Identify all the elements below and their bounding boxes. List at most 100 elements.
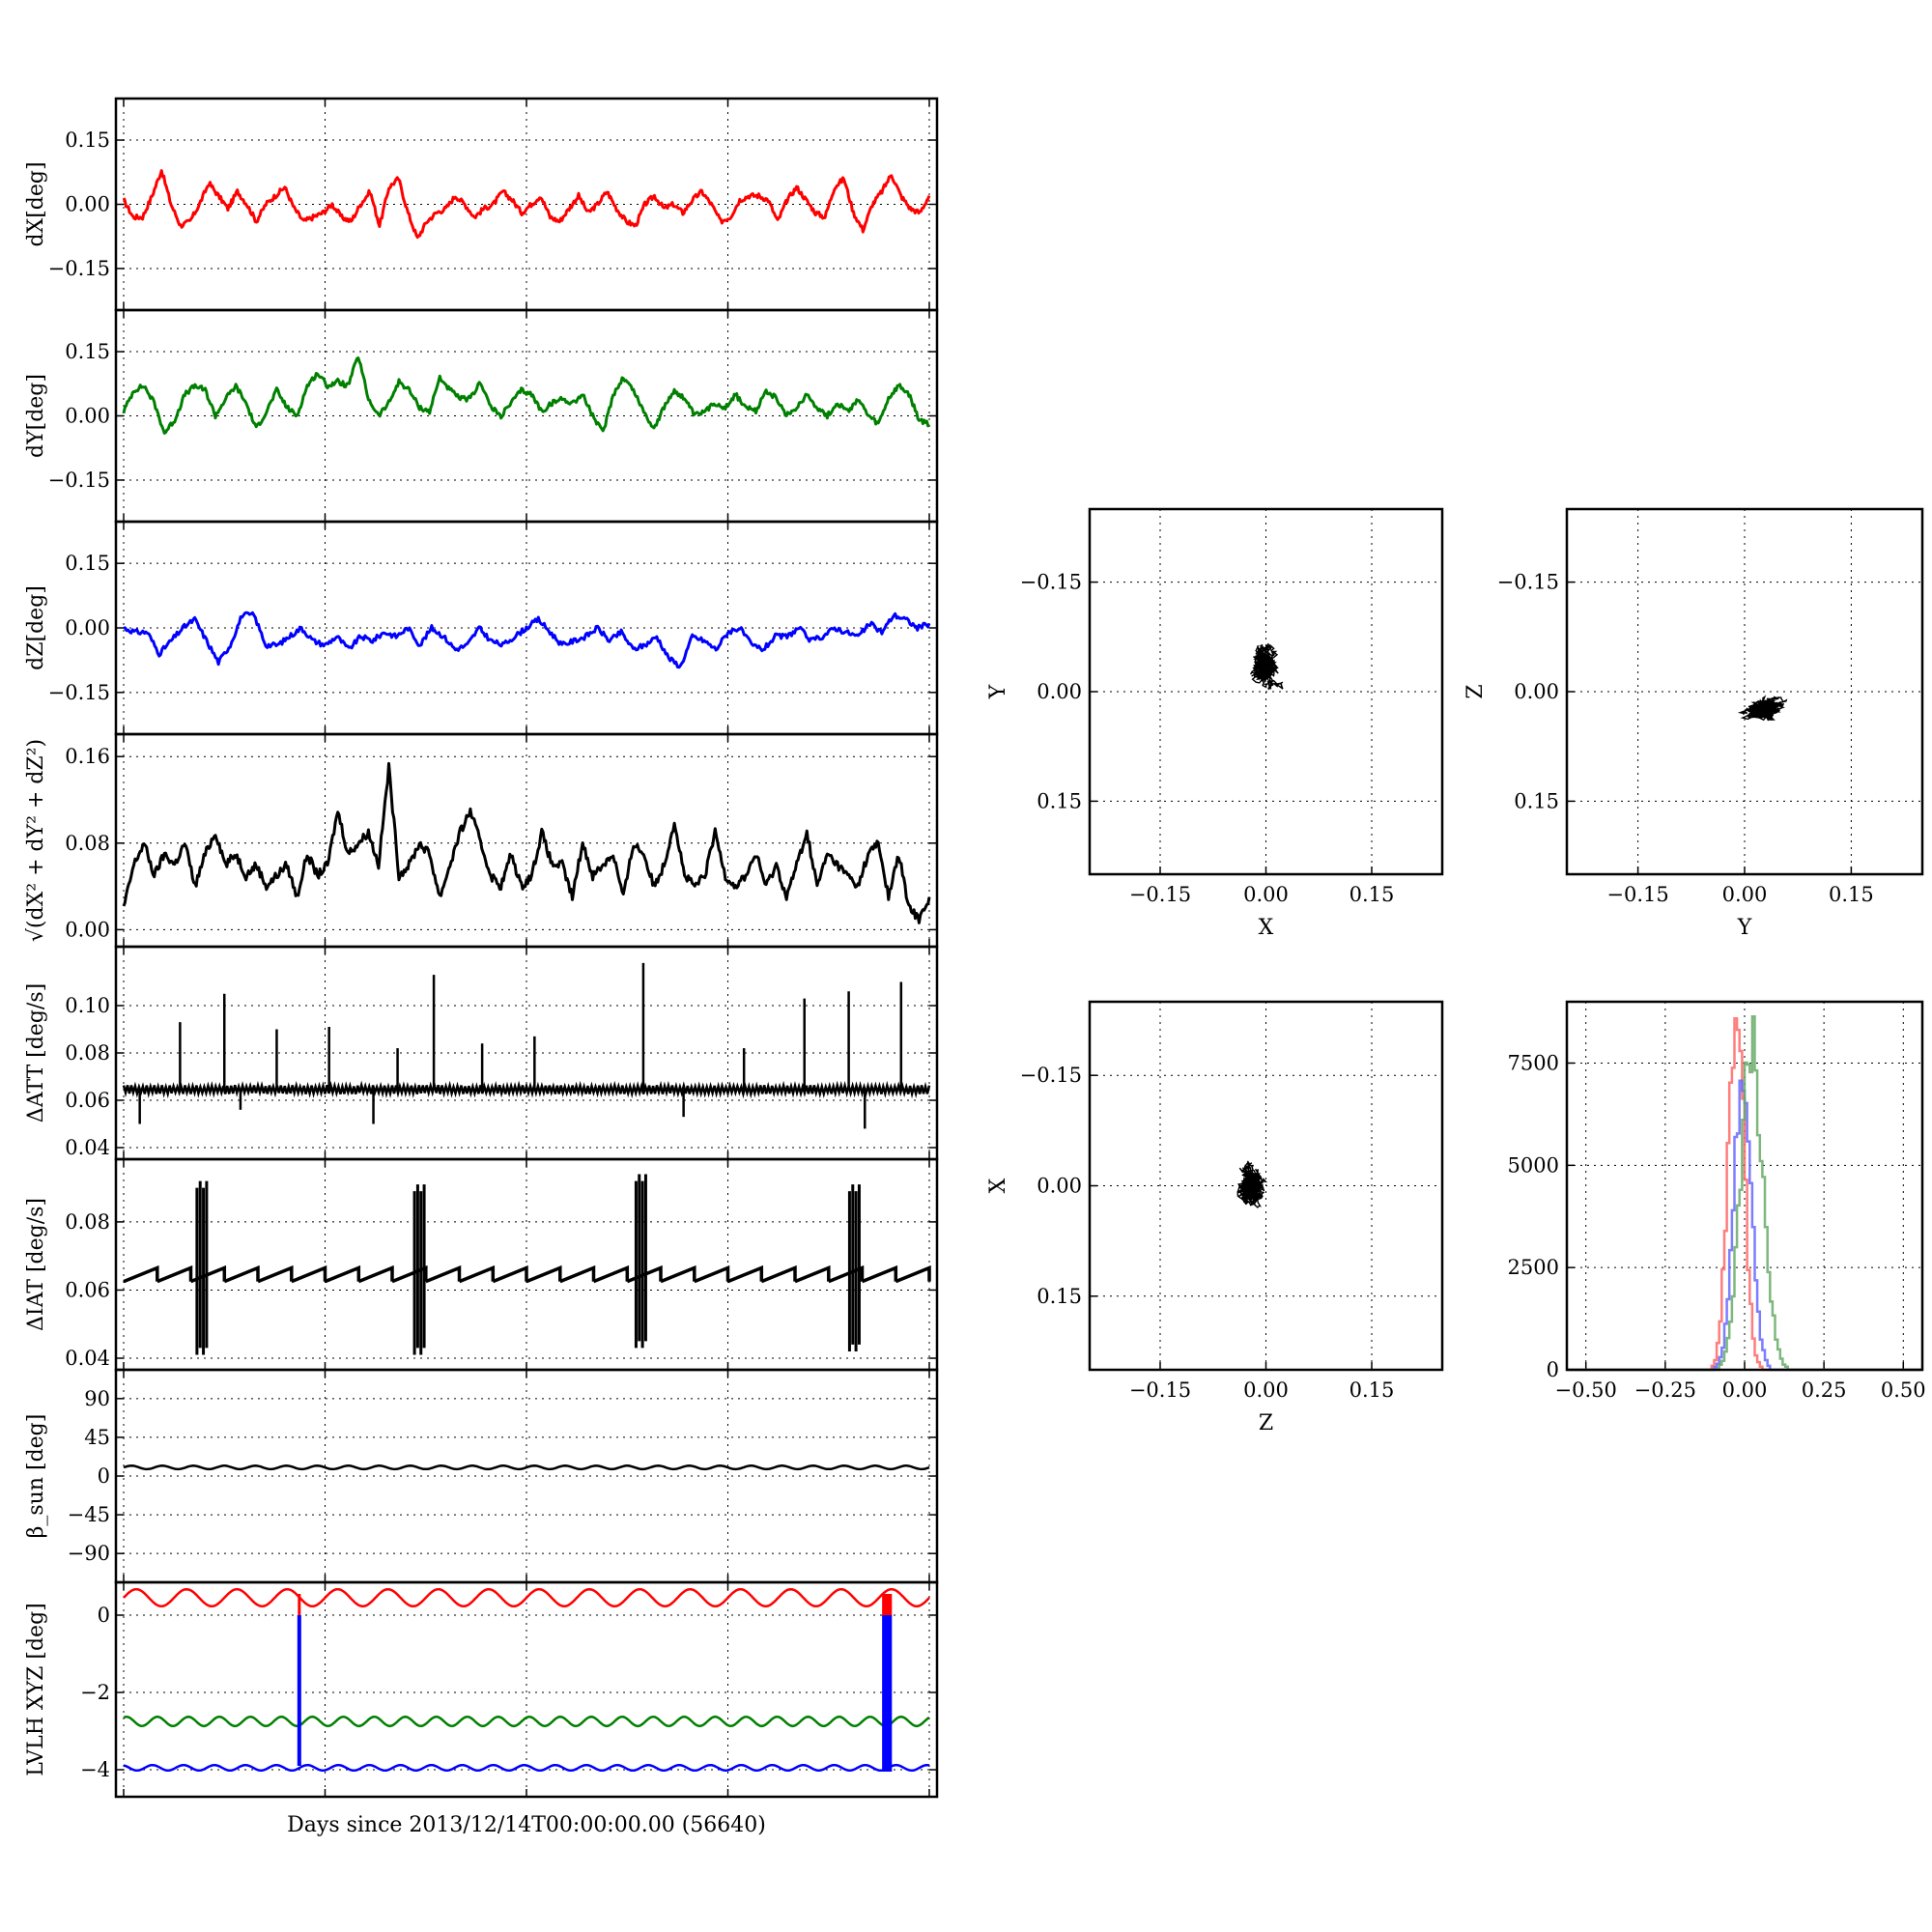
series-line bbox=[122, 356, 931, 435]
y-tick-label: 0 bbox=[1547, 1358, 1559, 1381]
y-tick-label: 0.08 bbox=[65, 1041, 110, 1065]
histogram-series bbox=[1567, 1014, 1922, 1372]
y-tick-label: −0.15 bbox=[1020, 1064, 1082, 1087]
x-tick-label: 0.15 bbox=[1350, 1378, 1395, 1402]
y-tick-label: 0.15 bbox=[1037, 1285, 1082, 1308]
x-axis-label: Y bbox=[1737, 916, 1752, 940]
y-tick-label: 0.00 bbox=[1037, 680, 1082, 703]
y-tick-label: 0.06 bbox=[65, 1089, 110, 1112]
series-line bbox=[123, 1464, 930, 1471]
x-tick-label: 0.15 bbox=[1350, 883, 1395, 906]
y-axis-label: dZ[deg] bbox=[24, 585, 48, 670]
y-tick-label: 0 bbox=[98, 1464, 110, 1488]
panel-frame bbox=[114, 732, 939, 949]
y-tick-label: 0.00 bbox=[1514, 680, 1559, 703]
panel-frame bbox=[1088, 507, 1444, 876]
y-tick-label: 0.08 bbox=[65, 832, 110, 855]
x-tick-label: −0.15 bbox=[1606, 883, 1668, 906]
y-tick-label: −4 bbox=[80, 1758, 110, 1781]
time-series-panel: 0.10 0.08 0.06 0.04 ΔATT [deg/s] bbox=[24, 945, 939, 1161]
panel-frame bbox=[1565, 507, 1924, 876]
x-tick-label: −0.15 bbox=[1129, 883, 1191, 906]
panel-frame bbox=[1565, 1000, 1924, 1372]
y-tick-label: 90 bbox=[84, 1387, 110, 1410]
x-tick-label: 0.00 bbox=[1243, 1378, 1289, 1402]
y-tick-label: 2500 bbox=[1508, 1256, 1559, 1279]
y-tick-label: 45 bbox=[84, 1426, 110, 1449]
y-tick-label: −45 bbox=[68, 1503, 110, 1526]
y-tick-label: −0.15 bbox=[48, 681, 110, 704]
scatter-panel: −0.15 −0.15 0.00 0.00 0.15 0.15 Y Z bbox=[1463, 507, 1924, 940]
series-line bbox=[122, 1080, 931, 1099]
shared-x-axis-label: Days since 2013/12/14T00:00:00.00 (56640… bbox=[287, 1813, 766, 1837]
y-tick-label: −0.15 bbox=[48, 469, 110, 492]
x-tick-label: −0.15 bbox=[1129, 1378, 1191, 1402]
time-series-panel: 0.16 0.08 0.00 √(dX² + dY² + dZ²) bbox=[24, 732, 939, 949]
y-tick-label: 0.15 bbox=[65, 128, 110, 152]
y-tick-label: 0 bbox=[98, 1604, 110, 1627]
x-tick-label: 0.00 bbox=[1243, 883, 1289, 906]
series-line bbox=[123, 1264, 931, 1284]
series-line bbox=[122, 761, 931, 924]
panel-frame bbox=[114, 1580, 939, 1799]
y-tick-label: 5000 bbox=[1508, 1153, 1559, 1177]
y-axis-label: dY[deg] bbox=[24, 374, 48, 458]
y-tick-label: −90 bbox=[68, 1542, 110, 1565]
y-tick-label: 0.16 bbox=[65, 745, 110, 768]
y-axis-label: Z bbox=[1463, 684, 1488, 698]
panels: 0.150.00−0.15dX[deg]0.150.00−0.15dY[deg]… bbox=[24, 97, 1926, 1799]
y-tick-label: 0.04 bbox=[65, 1136, 110, 1159]
x-tick-label: 0.00 bbox=[1722, 1378, 1768, 1402]
x-tick-label: 0.25 bbox=[1802, 1378, 1847, 1402]
y-tick-label: 0.15 bbox=[1037, 789, 1082, 812]
y-axis-label: LVLH XYZ [deg] bbox=[24, 1603, 48, 1776]
y-tick-label: −0.15 bbox=[48, 257, 110, 280]
y-axis-label: dX[deg] bbox=[24, 161, 48, 246]
scatter-trajectory bbox=[1236, 1160, 1267, 1208]
y-tick-label: 0.15 bbox=[1514, 789, 1559, 812]
x-tick-label: 0.15 bbox=[1829, 883, 1874, 906]
histogram-panel: −0.50 −0.25 0.00 0.25 0.50 7500 5000 2500 0 bbox=[1508, 1000, 1926, 1402]
y-axis-label: Y bbox=[986, 684, 1010, 699]
y-axis-label: β_sun [deg] bbox=[24, 1414, 48, 1539]
y-tick-label: −0.15 bbox=[1020, 571, 1082, 594]
y-axis-label: ΔATT [deg/s] bbox=[24, 983, 48, 1122]
y-axis-label: √(dX² + dY² + dZ²) bbox=[24, 739, 48, 942]
x-tick-label: 0.00 bbox=[1722, 883, 1768, 906]
y-tick-label: 0.00 bbox=[1037, 1175, 1082, 1198]
y-tick-label: 0.04 bbox=[65, 1347, 110, 1370]
x-axis-label: X bbox=[1259, 916, 1274, 940]
series-line bbox=[123, 1763, 930, 1773]
y-tick-label: 0.00 bbox=[65, 918, 110, 941]
scatter-trajectory bbox=[1249, 642, 1284, 691]
y-tick-label: 0.00 bbox=[65, 405, 110, 428]
time-series-panel: 0.08 0.06 0.04 ΔIAT [deg/s] bbox=[24, 1157, 939, 1372]
x-tick-label: −0.50 bbox=[1555, 1378, 1617, 1402]
series-line bbox=[122, 169, 931, 240]
series-line bbox=[123, 1587, 930, 1608]
y-tick-label: 0.00 bbox=[65, 616, 110, 639]
y-tick-label: 0.00 bbox=[65, 193, 110, 216]
x-tick-label: −0.25 bbox=[1634, 1378, 1696, 1402]
y-tick-label: 0.15 bbox=[65, 340, 110, 363]
y-axis-label: X bbox=[986, 1178, 1010, 1193]
x-tick-label: 0.50 bbox=[1881, 1378, 1926, 1402]
y-tick-label: −0.15 bbox=[1497, 571, 1559, 594]
y-tick-label: 0.15 bbox=[65, 552, 110, 575]
panel-frame bbox=[1088, 1000, 1444, 1372]
panel-frame bbox=[114, 1157, 939, 1372]
y-tick-label: 7500 bbox=[1508, 1052, 1559, 1075]
scatter-panel: −0.15 −0.15 0.00 0.00 0.15 0.15 Z X bbox=[986, 1000, 1444, 1435]
y-tick-label: 0.06 bbox=[65, 1278, 110, 1301]
scatter-trajectory bbox=[1737, 695, 1788, 722]
series-line bbox=[123, 611, 931, 669]
y-tick-label: 0.08 bbox=[65, 1210, 110, 1234]
scatter-panel: −0.15 −0.15 0.00 0.00 0.15 0.15 X Y bbox=[986, 507, 1444, 940]
time-series-panel: 90 45 0 −45 −90 β_sun [deg] bbox=[24, 1368, 939, 1584]
y-tick-label: 0.10 bbox=[65, 994, 110, 1017]
y-tick-label: −2 bbox=[80, 1681, 110, 1704]
